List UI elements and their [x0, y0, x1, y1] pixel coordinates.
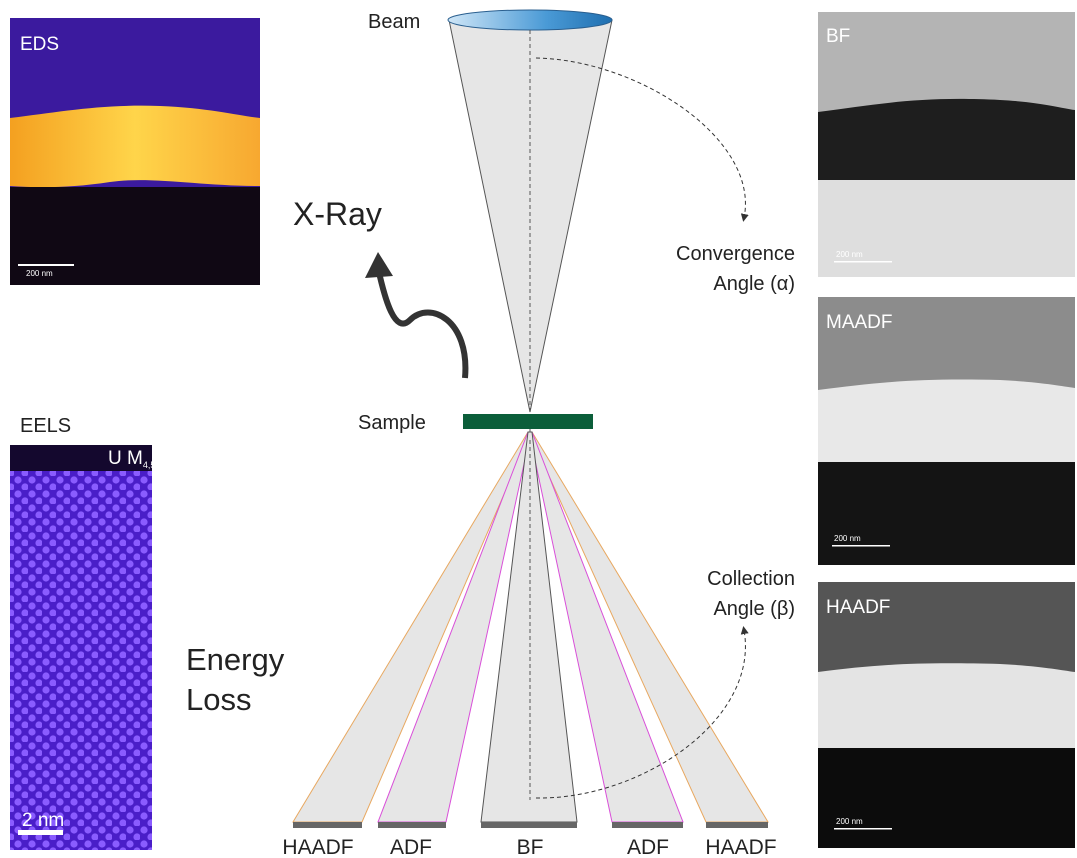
detector	[706, 822, 768, 828]
panel-label: EDS	[20, 34, 59, 55]
collection-label: Angle (β)	[713, 598, 795, 620]
scale-label: 200 nm	[836, 817, 863, 826]
convergence-label: Angle (α)	[713, 273, 795, 295]
eds-panel: EDS 200 nm	[10, 18, 260, 285]
scale-label: 2 nm	[22, 810, 64, 831]
edge-subscript: 4,5	[143, 460, 156, 470]
collection-label: Collection	[707, 568, 795, 590]
detector	[612, 822, 683, 828]
detectors	[293, 822, 768, 828]
edge: U M	[108, 448, 143, 469]
scale-bar	[832, 545, 890, 547]
scale-label: 200 nm	[834, 534, 861, 543]
beam-diagram: HAADF ADF BF ADF HAADF Beam X-Ray Conver…	[186, 10, 795, 858]
energy-loss-label: Energy	[186, 642, 285, 677]
scale-bar	[18, 264, 74, 266]
xray-arrowhead	[365, 252, 393, 278]
beam-source	[448, 10, 612, 30]
beam-label: Beam	[368, 11, 420, 33]
detector-label: HAADF	[705, 836, 776, 858]
panel-label: HAADF	[826, 597, 890, 618]
haadf-layer	[818, 663, 1075, 748]
maadf-layer	[818, 379, 1075, 462]
bf-layer	[818, 99, 1075, 180]
eds-layer	[10, 106, 260, 188]
scale-bar	[834, 828, 892, 830]
panel-label: EELS	[20, 415, 71, 437]
maadf-panel: MAADF 200 nm	[818, 297, 1075, 565]
detector-label: ADF	[390, 836, 432, 858]
panel-label: BF	[826, 26, 850, 47]
haadf-panel: HAADF 200 nm	[818, 582, 1075, 848]
scale-label: 200 nm	[836, 250, 863, 259]
detector-label: HAADF	[282, 836, 353, 858]
maadf-substrate	[818, 462, 1075, 565]
detector-label: BF	[517, 836, 544, 858]
panel-label: MAADF	[826, 312, 893, 333]
scale-bar	[834, 261, 892, 263]
eels-panel: EELS U M4,5 2 nm	[10, 415, 155, 850]
detector	[293, 822, 362, 828]
detector	[481, 822, 577, 828]
detector-label: ADF	[627, 836, 669, 858]
eels-image	[10, 445, 152, 850]
scale-label: 200 nm	[26, 269, 53, 278]
xray-arrow	[378, 268, 465, 378]
energy-loss-label: Loss	[186, 682, 251, 717]
detector-labels: HAADF ADF BF ADF HAADF	[282, 836, 776, 858]
bf-panel: BF 200 nm	[818, 12, 1075, 277]
sample	[463, 414, 593, 429]
detector	[378, 822, 446, 828]
figure: EDS 200 nm EELS U M4,5 2 nm BF 200 nm MA…	[0, 0, 1077, 858]
sample-label: Sample	[358, 412, 426, 434]
xray-label: X-Ray	[293, 196, 382, 232]
convergence-label: Convergence	[676, 243, 795, 265]
haadf-substrate	[818, 748, 1075, 848]
